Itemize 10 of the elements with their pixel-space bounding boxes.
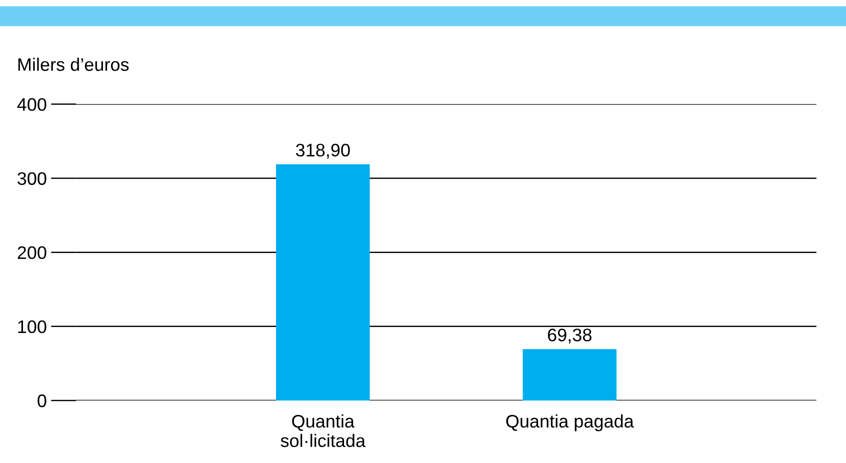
data-label: 69,38 — [548, 328, 592, 344]
y-axis-title: Milers d’euros — [18, 58, 129, 71]
y-tick-label: 400 — [17, 98, 46, 111]
y-tick-label: 200 — [18, 246, 46, 260]
data-label: 318,90 — [296, 144, 350, 159]
y-tick-label: 0 — [38, 394, 46, 408]
y-tick-label: 100 — [18, 320, 46, 334]
y-tick-label: 300 — [18, 172, 46, 185]
x-tick-label: Quantia sol·licitada — [280, 414, 366, 448]
x-tick-label: Quantia pagada — [506, 414, 634, 432]
